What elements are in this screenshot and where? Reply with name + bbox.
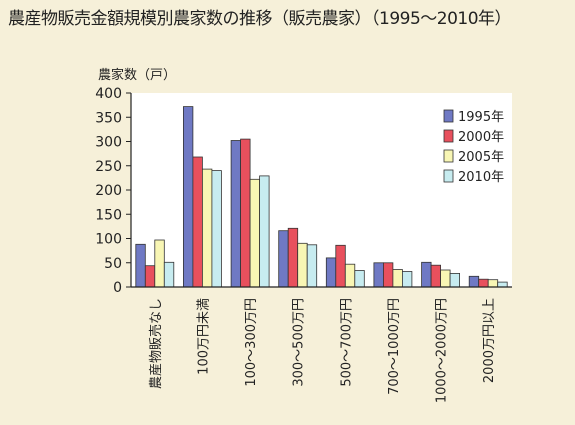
bar bbox=[154, 239, 165, 288]
legend-swatch bbox=[443, 149, 454, 163]
x-tick-label: 100万円未満 bbox=[196, 298, 211, 375]
bar bbox=[430, 264, 442, 288]
bar bbox=[344, 263, 356, 288]
y-tick-label: 200 bbox=[95, 183, 122, 199]
y-tick-label: 300 bbox=[95, 135, 122, 151]
bar bbox=[449, 272, 461, 288]
x-tick-label: 農産物販売なし bbox=[148, 298, 164, 389]
bar bbox=[249, 178, 261, 288]
bar bbox=[325, 257, 337, 288]
y-tick-label: 400 bbox=[95, 86, 122, 102]
bar bbox=[135, 243, 146, 288]
bar bbox=[259, 175, 270, 288]
bar bbox=[163, 261, 175, 288]
y-tick-label: 150 bbox=[95, 207, 122, 223]
legend-swatch bbox=[443, 169, 454, 183]
bar bbox=[478, 278, 489, 288]
bar bbox=[335, 244, 346, 288]
bar bbox=[392, 269, 403, 288]
bar bbox=[287, 227, 299, 288]
x-tick-label: 2000万円以上 bbox=[482, 298, 497, 383]
legend-label: 2005年 bbox=[458, 150, 504, 165]
bar bbox=[182, 106, 194, 288]
legend-swatch bbox=[443, 129, 454, 143]
y-tick-label: 100 bbox=[95, 232, 122, 248]
bar bbox=[497, 281, 508, 288]
bar bbox=[468, 275, 480, 288]
legend-label: 1995年 bbox=[458, 110, 504, 125]
bar bbox=[382, 262, 394, 288]
legend-label: 2010年 bbox=[458, 170, 504, 185]
x-tick-label: 1000～2000万円 bbox=[435, 298, 450, 403]
bar bbox=[401, 271, 413, 288]
bar bbox=[297, 242, 308, 288]
bar bbox=[240, 138, 251, 288]
legend-swatch bbox=[443, 109, 454, 123]
y-tick-label: 350 bbox=[95, 110, 122, 126]
bar bbox=[230, 140, 242, 288]
bar bbox=[201, 168, 213, 288]
bar bbox=[440, 269, 451, 288]
chart-title: 農産物販売金額規模別農家数の推移（販売農家）（1995～2010年） bbox=[8, 9, 512, 29]
x-tick-label: 500～700万円 bbox=[339, 298, 354, 387]
bar bbox=[192, 156, 203, 288]
x-tick-label: 300～500万円 bbox=[292, 298, 307, 387]
bar bbox=[373, 262, 384, 288]
y-axis-label: 農家数（戸） bbox=[98, 67, 176, 83]
bar bbox=[354, 270, 365, 288]
bar bbox=[278, 230, 289, 288]
y-tick-label: 50 bbox=[104, 256, 122, 272]
x-tick-label: 700～1000万円 bbox=[387, 298, 402, 395]
x-tick-label: 100～300万円 bbox=[244, 298, 259, 387]
bar bbox=[306, 244, 318, 288]
bar bbox=[211, 170, 222, 288]
legend-label: 2000年 bbox=[458, 130, 504, 145]
y-tick-label: 250 bbox=[95, 159, 122, 175]
y-tick-label: 0 bbox=[113, 280, 122, 296]
bar bbox=[144, 265, 156, 288]
bar bbox=[487, 279, 499, 288]
bar bbox=[421, 261, 432, 288]
